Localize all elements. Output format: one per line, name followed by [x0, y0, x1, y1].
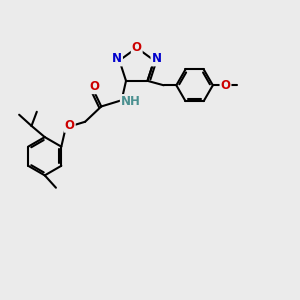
- Text: N: N: [112, 52, 122, 65]
- Text: NH: NH: [121, 95, 141, 108]
- Text: O: O: [65, 119, 75, 132]
- Text: N: N: [152, 52, 161, 65]
- Text: O: O: [132, 41, 142, 54]
- Text: O: O: [220, 79, 230, 92]
- Text: O: O: [89, 80, 99, 93]
